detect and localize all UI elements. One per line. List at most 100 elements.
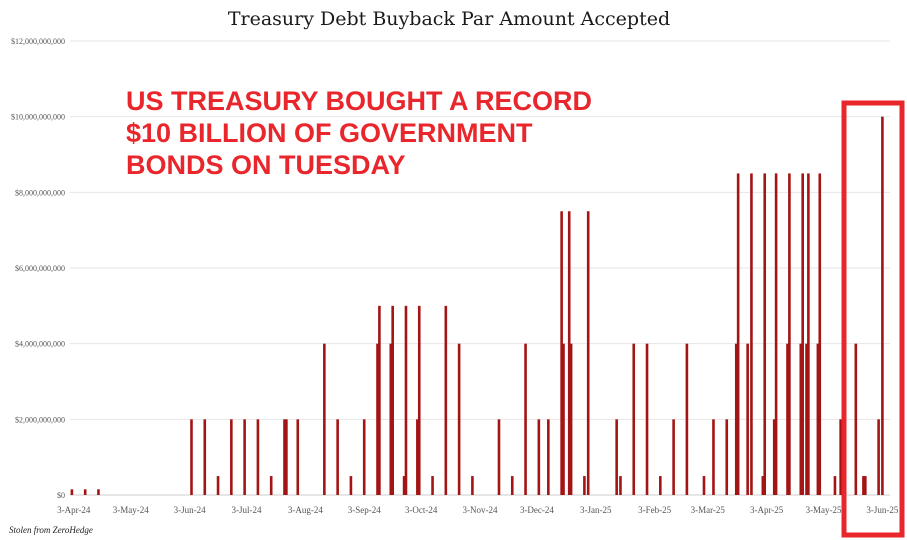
x-tick-label: 3-Jul-24 — [232, 505, 262, 515]
bar — [269, 476, 273, 495]
bar — [799, 343, 803, 495]
bar — [839, 419, 842, 495]
x-tick-label: 3-Jan-25 — [580, 505, 612, 515]
bar — [389, 343, 393, 495]
x-tick-label: 3-Mar-25 — [691, 505, 726, 515]
highlight-box — [841, 100, 905, 538]
bar — [404, 305, 408, 495]
bar — [619, 476, 622, 495]
grid-lines — [70, 40, 890, 496]
x-tick-label: 3-Apr-25 — [750, 505, 784, 515]
x-tick-label: 3-Nov-24 — [463, 505, 498, 515]
bar — [283, 419, 286, 495]
bar — [877, 419, 880, 495]
bar — [862, 476, 865, 495]
bar — [336, 419, 339, 495]
bar — [417, 305, 421, 495]
bar — [416, 419, 419, 495]
bar — [801, 173, 804, 495]
y-tick-label: $6,000,000,000 — [15, 264, 65, 273]
bar — [362, 419, 366, 495]
bar — [583, 476, 586, 495]
bar — [645, 343, 649, 495]
bar — [702, 476, 706, 495]
y-tick-label: $12,000,000,000 — [11, 37, 65, 46]
bar — [750, 173, 753, 495]
annotation-line-3: BONDS ON TUESDAY — [126, 150, 406, 180]
bar — [569, 343, 573, 495]
x-tick-label: 3-Apr-24 — [57, 505, 91, 515]
y-tick-label: $0 — [57, 491, 65, 500]
x-tick-label: 3-Jun-24 — [174, 505, 206, 515]
bar — [761, 476, 765, 495]
bar — [230, 419, 233, 495]
bar — [685, 343, 689, 495]
bar — [83, 489, 87, 495]
bar — [431, 476, 434, 495]
bar — [203, 419, 207, 495]
bar — [763, 173, 767, 495]
bars — [70, 116, 884, 496]
bar — [349, 476, 353, 495]
bar — [457, 343, 461, 495]
bar — [471, 476, 474, 495]
y-tick-label: $4,000,000,000 — [15, 340, 65, 349]
bar — [854, 343, 858, 495]
y-tick-label: $2,000,000,000 — [15, 415, 65, 424]
x-tick-label: 3-Feb-25 — [638, 505, 671, 515]
x-tick-label: 3-Oct-24 — [405, 505, 438, 515]
x-tick-label: 3-May-24 — [113, 505, 149, 515]
bar — [70, 489, 74, 495]
bar — [586, 211, 590, 495]
annotation-line-1: US TREASURY BOUGHT A RECORD — [126, 86, 592, 116]
bar — [615, 419, 618, 495]
bar — [190, 419, 193, 495]
x-tick-label: 3-May-25 — [806, 505, 842, 515]
bar — [725, 419, 729, 495]
bar — [285, 419, 288, 495]
bar — [524, 343, 527, 495]
bar — [864, 476, 867, 495]
bar — [562, 343, 565, 495]
bar — [323, 343, 326, 495]
source-credit: Stolen from ZeroHedge — [9, 525, 93, 535]
bar — [833, 476, 837, 495]
bar — [256, 419, 260, 495]
y-tick-label: $8,000,000,000 — [15, 188, 65, 197]
x-tick-label: 3-Aug-24 — [288, 505, 323, 515]
bar — [560, 211, 563, 495]
bar — [444, 305, 448, 495]
x-tick-label: 3-Dec-24 — [520, 505, 554, 515]
x-tick-label: 3-Jun-25 — [866, 505, 898, 515]
y-tick-label: $10,000,000,000 — [11, 113, 65, 122]
bar — [807, 173, 810, 495]
bar — [818, 173, 822, 495]
bar — [97, 489, 100, 495]
bar — [510, 476, 514, 495]
bar — [497, 419, 501, 495]
bar — [216, 476, 220, 495]
bar — [672, 419, 675, 495]
x-axis: 3-Apr-24 3-May-24 3-Jun-24 3-Jul-24 3-Aug-24… — [57, 494, 899, 515]
bar — [712, 419, 715, 495]
bar — [659, 476, 662, 495]
bar — [734, 343, 738, 495]
bar — [736, 173, 740, 495]
bar — [547, 419, 550, 495]
bar — [816, 343, 820, 495]
chart-title: Treasury Debt Buyback Par Amount Accepte… — [228, 8, 670, 30]
bar — [243, 419, 246, 495]
bar — [805, 343, 808, 495]
annotation-line-2: $10 BILLION OF GOVERNMENT — [126, 118, 533, 148]
bar — [881, 116, 884, 496]
bar — [378, 305, 381, 495]
annotation: US TREASURY BOUGHT A RECORD $10 BILLION … — [126, 86, 592, 180]
bar — [296, 419, 300, 495]
bar — [567, 211, 571, 495]
bar — [772, 419, 776, 495]
bar — [774, 173, 778, 495]
bar — [632, 343, 636, 495]
bar — [746, 343, 749, 495]
bar — [376, 343, 379, 495]
